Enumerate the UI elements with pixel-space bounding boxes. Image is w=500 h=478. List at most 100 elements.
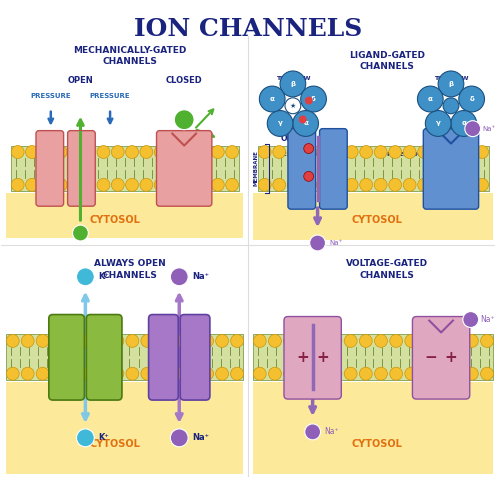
Circle shape — [432, 145, 445, 159]
Circle shape — [140, 145, 153, 159]
Bar — [6, 335, 244, 380]
Circle shape — [230, 367, 243, 380]
Circle shape — [111, 367, 124, 380]
Circle shape — [97, 178, 110, 191]
Circle shape — [81, 335, 94, 348]
Circle shape — [443, 98, 459, 114]
Text: CYTOSOL: CYTOSOL — [90, 215, 140, 225]
Circle shape — [72, 225, 88, 241]
Bar — [12, 145, 238, 191]
Circle shape — [171, 367, 183, 380]
Text: VOLTAGE-GATED
CHANNELS: VOLTAGE-GATED CHANNELS — [346, 260, 428, 280]
Circle shape — [285, 98, 301, 114]
Circle shape — [126, 178, 138, 191]
Circle shape — [260, 86, 285, 112]
Circle shape — [97, 145, 110, 159]
Circle shape — [293, 110, 318, 136]
Circle shape — [168, 178, 181, 191]
Circle shape — [438, 71, 464, 97]
Circle shape — [174, 110, 194, 130]
Circle shape — [156, 335, 168, 348]
Circle shape — [461, 178, 474, 191]
Circle shape — [390, 367, 402, 380]
Text: α: α — [428, 96, 432, 102]
Circle shape — [300, 86, 326, 112]
Circle shape — [466, 367, 478, 380]
Circle shape — [36, 335, 49, 348]
Circle shape — [432, 178, 445, 191]
Circle shape — [76, 429, 94, 447]
Circle shape — [360, 335, 372, 348]
Circle shape — [183, 145, 196, 159]
Text: ★: ★ — [290, 103, 296, 109]
FancyBboxPatch shape — [86, 315, 122, 400]
FancyBboxPatch shape — [412, 316, 470, 399]
Text: PRESSURE: PRESSURE — [30, 93, 71, 99]
Circle shape — [226, 145, 238, 159]
Circle shape — [374, 178, 387, 191]
Circle shape — [22, 335, 34, 348]
Circle shape — [302, 178, 314, 191]
Circle shape — [170, 268, 188, 286]
Circle shape — [66, 367, 79, 380]
Bar — [254, 382, 494, 474]
Circle shape — [156, 367, 168, 380]
Circle shape — [316, 178, 329, 191]
Circle shape — [403, 145, 416, 159]
Circle shape — [463, 312, 478, 327]
Circle shape — [426, 110, 451, 136]
Circle shape — [450, 367, 463, 380]
Text: CYTOSOL: CYTOSOL — [352, 439, 403, 449]
Text: Na⁺: Na⁺ — [324, 427, 339, 436]
Circle shape — [54, 178, 67, 191]
Text: MESSENGER: MESSENGER — [276, 152, 320, 157]
Circle shape — [446, 145, 460, 159]
Circle shape — [112, 178, 124, 191]
Circle shape — [268, 367, 281, 380]
Circle shape — [22, 367, 34, 380]
FancyBboxPatch shape — [288, 129, 316, 209]
Circle shape — [480, 367, 494, 380]
Circle shape — [12, 145, 24, 159]
Circle shape — [40, 178, 52, 191]
Circle shape — [345, 145, 358, 159]
Circle shape — [344, 335, 357, 348]
Circle shape — [316, 145, 329, 159]
Circle shape — [405, 367, 417, 380]
Text: δ: δ — [311, 96, 316, 102]
Circle shape — [230, 335, 243, 348]
Circle shape — [126, 367, 139, 380]
FancyBboxPatch shape — [424, 129, 478, 209]
Circle shape — [418, 86, 443, 112]
Text: K⁺: K⁺ — [98, 272, 109, 281]
Circle shape — [461, 145, 474, 159]
Circle shape — [258, 178, 271, 191]
FancyBboxPatch shape — [49, 315, 84, 400]
Circle shape — [170, 429, 188, 447]
FancyBboxPatch shape — [180, 315, 210, 400]
Circle shape — [154, 145, 167, 159]
Text: CLOSED: CLOSED — [166, 76, 202, 86]
Text: Na⁺: Na⁺ — [480, 315, 495, 324]
Text: K⁺: K⁺ — [98, 434, 109, 442]
Text: γ: γ — [436, 120, 440, 127]
Circle shape — [197, 145, 210, 159]
Circle shape — [168, 145, 181, 159]
Circle shape — [126, 145, 138, 159]
Circle shape — [171, 335, 183, 348]
Bar — [254, 335, 494, 380]
Bar — [258, 145, 488, 191]
Circle shape — [374, 335, 388, 348]
Circle shape — [254, 335, 266, 348]
Text: PRESSURE: PRESSURE — [90, 93, 130, 99]
Circle shape — [76, 268, 94, 286]
Circle shape — [329, 335, 342, 348]
Circle shape — [68, 145, 82, 159]
Circle shape — [405, 335, 417, 348]
Circle shape — [36, 367, 49, 380]
Circle shape — [299, 116, 306, 123]
Circle shape — [374, 367, 388, 380]
Circle shape — [480, 335, 494, 348]
Circle shape — [54, 145, 67, 159]
Text: TOP VIEW: TOP VIEW — [276, 76, 310, 81]
